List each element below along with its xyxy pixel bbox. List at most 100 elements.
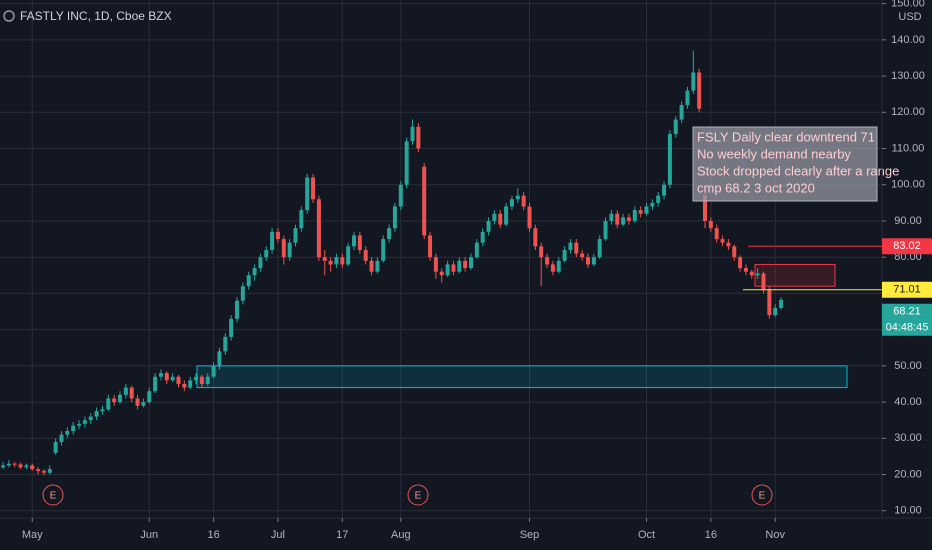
candle-body — [492, 213, 497, 221]
earnings-label: E — [50, 491, 57, 502]
candle-body — [305, 177, 310, 211]
y-tick-label: 130.00 — [891, 70, 925, 82]
candle-body — [363, 249, 368, 261]
candle-body — [714, 228, 719, 240]
candle-body — [299, 210, 304, 229]
candle-body — [521, 195, 526, 207]
candle-body — [597, 239, 602, 258]
candle-body — [287, 242, 292, 258]
candle-body — [626, 217, 631, 221]
candle-body — [416, 126, 421, 149]
candle-body — [369, 260, 374, 272]
candle-body — [498, 213, 503, 225]
candle-body — [41, 470, 46, 473]
candle-body — [428, 235, 433, 258]
countdown-label: 04:48:45 — [886, 322, 929, 334]
candle-body — [621, 217, 626, 225]
candle-body — [88, 416, 93, 421]
y-tick-label: 40.00 — [894, 396, 922, 408]
candle-body — [65, 431, 70, 435]
candle-body — [36, 469, 41, 471]
candle-body — [170, 376, 175, 381]
candle-body — [667, 134, 672, 185]
zone — [754, 263, 836, 287]
x-tick-label: 16 — [207, 529, 219, 541]
y-tick-label: 90.00 — [894, 215, 922, 227]
candle-body — [703, 195, 707, 221]
candle-body — [340, 257, 345, 265]
level-label-box — [882, 238, 932, 255]
candle-body — [94, 411, 99, 417]
candle-body — [264, 249, 269, 258]
candle-body — [334, 257, 339, 265]
chart-title: FASTLY INC, 1D, Cboe BZX — [20, 9, 172, 23]
candle-body — [556, 260, 561, 272]
candle-body — [463, 260, 468, 269]
candle-body — [24, 465, 29, 468]
x-tick-label: Nov — [765, 529, 785, 541]
note-box — [692, 126, 878, 202]
candle-body — [679, 105, 684, 120]
y-tick-label: 20.00 — [894, 468, 922, 480]
y-tick-label: 50.00 — [894, 360, 922, 372]
note-line: No weekly demand nearby — [697, 146, 851, 161]
candle-body — [562, 249, 567, 261]
x-tick-label: 16 — [705, 529, 717, 541]
candle-body — [246, 275, 251, 287]
candle-body — [77, 423, 82, 426]
candle-body — [527, 206, 532, 229]
candle-body — [422, 166, 427, 236]
candle-body — [445, 264, 450, 276]
x-tick-label: Jun — [140, 529, 158, 541]
candle-body — [135, 398, 140, 406]
zones — [196, 263, 848, 389]
overlay: FSLY Daily clear downtrend 71 No weekly d… — [42, 126, 899, 506]
candle-body — [656, 195, 661, 203]
candle-body — [662, 184, 667, 196]
candle-body — [375, 260, 380, 272]
note-line: Stock dropped clearly after a range — [697, 163, 899, 178]
candle-body — [726, 242, 731, 247]
candle-body — [457, 260, 462, 272]
y-tick-label: 30.00 — [894, 432, 922, 444]
candle-body — [118, 394, 122, 403]
candle-body — [18, 464, 23, 468]
candle-body — [229, 318, 234, 337]
candle-body — [586, 257, 590, 265]
candle-body — [352, 235, 356, 247]
earnings-label: E — [415, 491, 422, 502]
candle-body — [141, 402, 146, 406]
candle-body — [252, 268, 257, 276]
candle-body — [550, 264, 555, 272]
candle-body — [603, 220, 608, 240]
candle-body — [211, 365, 216, 377]
candle-body — [773, 307, 778, 316]
candle-body — [568, 242, 573, 250]
candle-body — [697, 72, 702, 109]
candle-body — [720, 239, 725, 243]
candle-body — [650, 202, 655, 207]
candle-body — [106, 398, 111, 410]
candle-body — [235, 300, 239, 319]
candle-body — [322, 257, 327, 261]
candle-body — [293, 228, 298, 243]
candle-body — [176, 376, 181, 384]
candle-body — [387, 228, 392, 240]
candle-body — [316, 199, 321, 258]
candle-body — [182, 383, 187, 388]
axes: 10.0020.0030.0040.0050.0060.0070.0080.00… — [22, 0, 932, 541]
candle-body — [451, 264, 456, 272]
candle-body — [71, 425, 76, 432]
candle-body — [673, 119, 678, 135]
candle-body — [691, 72, 696, 91]
candle-body — [392, 206, 397, 229]
candle-body — [275, 231, 280, 240]
last-price-label: 68.21 — [893, 306, 921, 318]
candle-body — [258, 257, 263, 269]
candle-body — [100, 409, 105, 412]
zone — [196, 365, 848, 389]
candle-body — [580, 253, 585, 258]
candle-body — [755, 273, 760, 276]
